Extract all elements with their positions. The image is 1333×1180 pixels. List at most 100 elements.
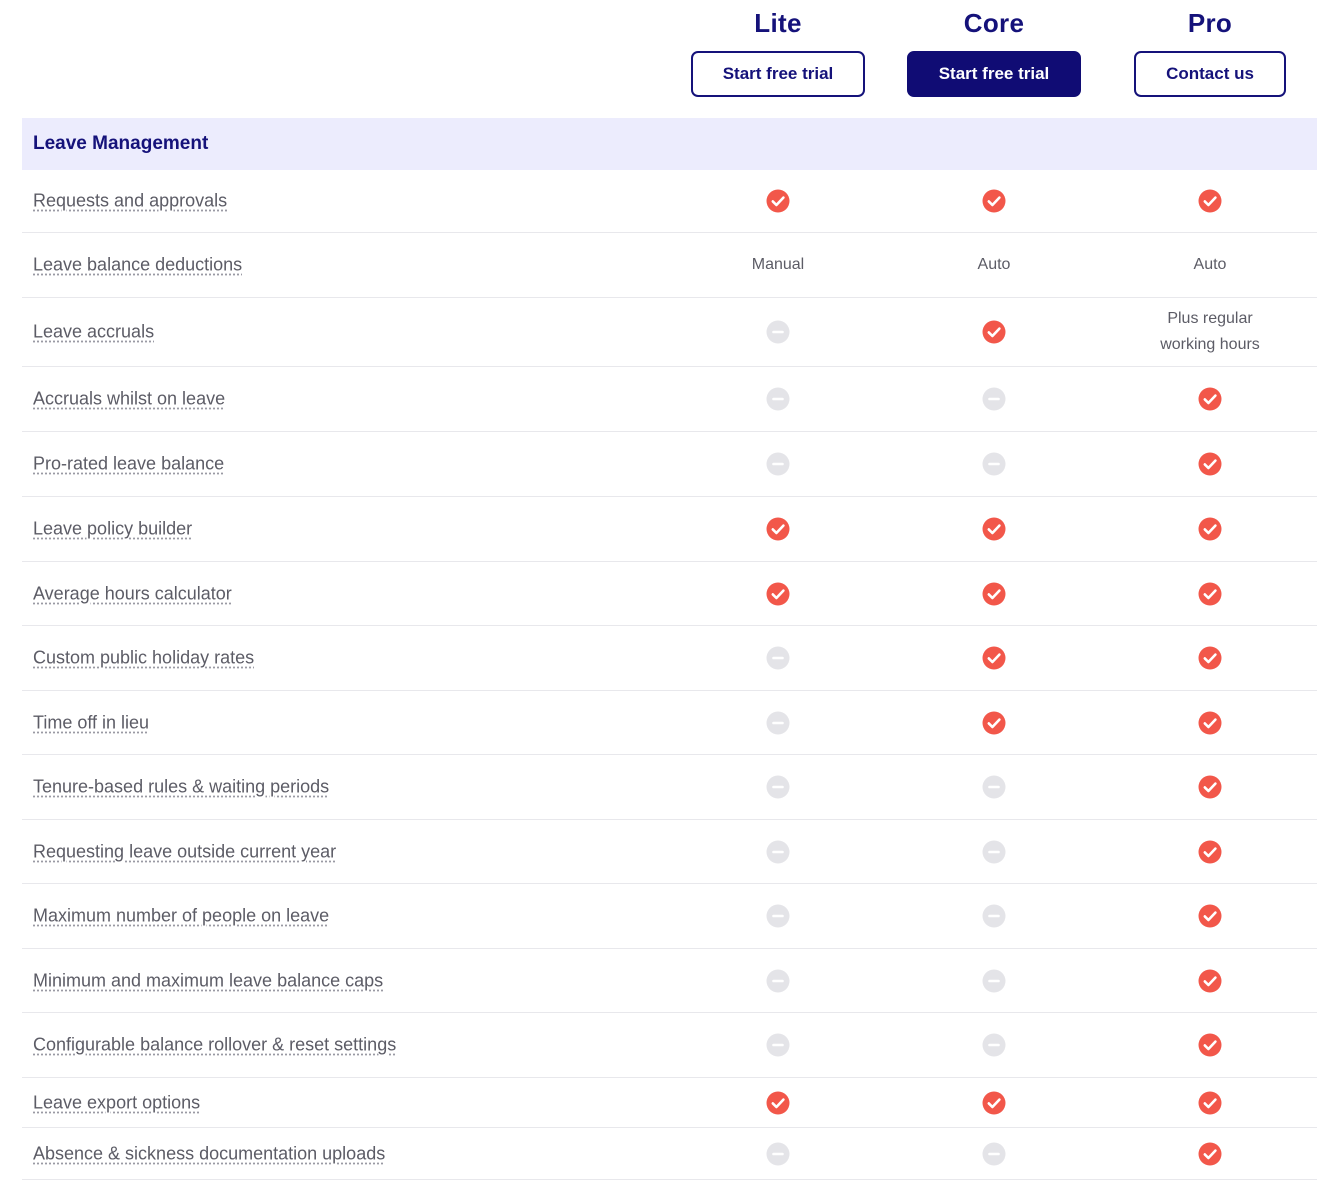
feature-cell-lite	[670, 497, 886, 561]
feature-cell-core	[886, 497, 1102, 561]
check-circle-icon	[1198, 582, 1222, 605]
feature-row: Pro-rated leave balance	[22, 432, 1317, 497]
feature-cell-pro	[1102, 562, 1318, 625]
feature-label[interactable]: Tenure-based rules & waiting periods	[33, 776, 330, 797]
feature-cell-pro	[1102, 367, 1318, 431]
minus-circle-icon	[982, 452, 1006, 476]
minus-circle-icon	[766, 904, 790, 928]
feature-row: Minimum and maximum leave balance caps	[22, 949, 1317, 1013]
plan-name-core: Core	[963, 8, 1025, 38]
feature-cell-lite	[670, 626, 886, 690]
check-circle-icon	[982, 517, 1006, 541]
feature-label[interactable]: Leave policy builder	[33, 518, 193, 539]
feature-cell-core	[886, 367, 1102, 431]
feature-row: Time off in lieu	[22, 691, 1317, 755]
check-circle-icon	[982, 711, 1006, 734]
minus-circle-icon	[982, 775, 1006, 799]
feature-table: Requests and approvals Leave balance dedu…	[22, 170, 1317, 1180]
feature-label[interactable]: Absence & sickness documentation uploads	[33, 1143, 386, 1163]
feature-cell-lite	[670, 367, 886, 431]
plan-lite: Lite Start free trial	[670, 0, 886, 97]
check-circle-icon	[766, 517, 790, 541]
feature-row: Leave policy builder	[22, 497, 1317, 562]
feature-value-text: Plus regular working hours	[1160, 310, 1260, 353]
feature-cell-pro	[1102, 884, 1318, 948]
check-circle-icon	[1198, 517, 1222, 541]
feature-cell-lite	[670, 298, 886, 366]
minus-circle-icon	[766, 320, 790, 344]
feature-cell-core: Auto	[886, 233, 1102, 297]
feature-cell-lite	[670, 1013, 886, 1077]
lite-start-trial-button[interactable]: Start free trial	[691, 51, 865, 97]
feature-value-text: Manual	[751, 256, 805, 273]
feature-cell-pro	[1102, 170, 1318, 232]
feature-label[interactable]: Leave export options	[33, 1092, 201, 1112]
minus-circle-icon	[982, 1142, 1006, 1165]
feature-cell-pro	[1102, 626, 1318, 690]
feature-row: Absence & sickness documentation uploads	[22, 1128, 1317, 1180]
feature-label[interactable]: Configurable balance rollover & reset se…	[33, 1034, 397, 1055]
feature-cell-core	[886, 884, 1102, 948]
plan-name-lite: Lite	[754, 8, 802, 38]
feature-cell-lite	[670, 755, 886, 819]
feature-cell-core	[886, 1013, 1102, 1077]
feature-cell-lite	[670, 170, 886, 232]
feature-cell-core	[886, 691, 1102, 754]
check-circle-icon	[982, 320, 1006, 344]
feature-label[interactable]: Requesting leave outside current year	[33, 841, 337, 861]
feature-row: Average hours calculator	[22, 562, 1317, 626]
feature-row: Configurable balance rollover & reset se…	[22, 1013, 1317, 1078]
minus-circle-icon	[982, 840, 1006, 863]
feature-value-text: Auto	[1193, 256, 1227, 273]
feature-cell-lite	[670, 820, 886, 883]
check-circle-icon	[1198, 1091, 1222, 1114]
plan-pro: Pro Contact us	[1102, 0, 1318, 97]
plan-name-pro: Pro	[1187, 8, 1233, 38]
feature-row: Maximum number of people on leave	[22, 884, 1317, 949]
feature-cell-pro: Auto	[1102, 233, 1318, 297]
feature-cell-pro	[1102, 497, 1318, 561]
core-start-trial-button[interactable]: Start free trial	[907, 51, 1081, 97]
minus-circle-icon	[982, 969, 1006, 992]
minus-circle-icon	[766, 1033, 790, 1057]
feature-label[interactable]: Accruals whilst on leave	[33, 388, 226, 409]
check-circle-icon	[1198, 1033, 1222, 1057]
minus-circle-icon	[766, 1142, 790, 1165]
feature-cell-pro	[1102, 1013, 1318, 1077]
feature-cell-core	[886, 626, 1102, 690]
feature-row: Leave accruals Plus regular working hours	[22, 298, 1317, 367]
feature-label[interactable]: Minimum and maximum leave balance caps	[33, 970, 384, 990]
feature-label[interactable]: Leave accruals	[33, 321, 155, 342]
feature-label[interactable]: Time off in lieu	[33, 712, 150, 732]
feature-label[interactable]: Leave balance deductions	[33, 254, 243, 275]
check-circle-icon	[982, 189, 1006, 213]
check-circle-icon	[1198, 189, 1222, 213]
feature-label[interactable]: Maximum number of people on leave	[33, 905, 330, 926]
feature-cell-lite	[670, 949, 886, 1012]
check-circle-icon	[1198, 452, 1222, 476]
feature-row: Accruals whilst on leave	[22, 367, 1317, 432]
feature-cell-core	[886, 298, 1102, 366]
minus-circle-icon	[766, 387, 790, 411]
check-circle-icon	[1198, 1142, 1222, 1165]
pro-contact-us-button[interactable]: Contact us	[1134, 51, 1286, 97]
minus-circle-icon	[766, 840, 790, 863]
feature-label[interactable]: Custom public holiday rates	[33, 647, 255, 668]
check-circle-icon	[1198, 904, 1222, 928]
feature-label[interactable]: Requests and approvals	[33, 190, 228, 211]
minus-circle-icon	[982, 387, 1006, 411]
check-circle-icon	[982, 646, 1006, 670]
feature-label[interactable]: Pro-rated leave balance	[33, 453, 225, 474]
feature-cell-lite	[670, 884, 886, 948]
feature-cell-pro	[1102, 755, 1318, 819]
feature-cell-core	[886, 1128, 1102, 1179]
check-circle-icon	[766, 189, 790, 213]
feature-row: Leave export options	[22, 1078, 1317, 1128]
feature-label[interactable]: Average hours calculator	[33, 583, 232, 603]
feature-cell-core	[886, 562, 1102, 625]
feature-cell-lite	[670, 1078, 886, 1127]
feature-cell-pro	[1102, 949, 1318, 1012]
check-circle-icon	[1198, 840, 1222, 863]
minus-circle-icon	[982, 1033, 1006, 1057]
